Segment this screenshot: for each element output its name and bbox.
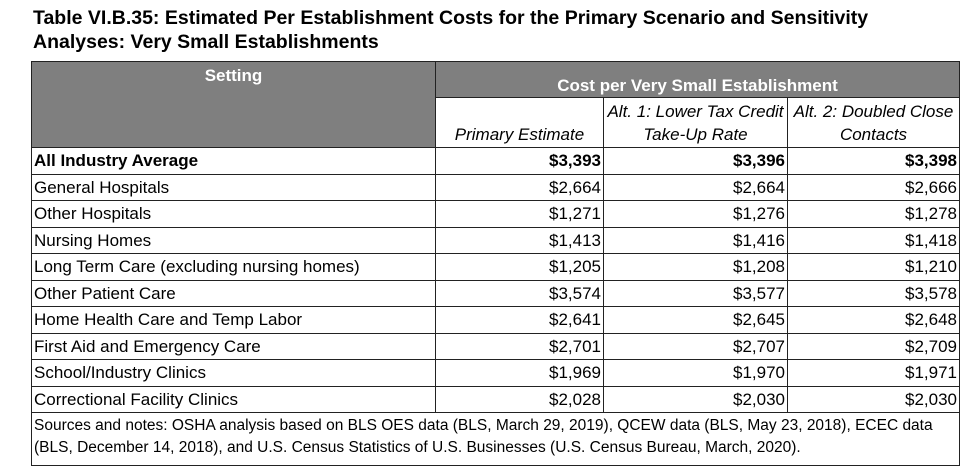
setting-cell: Other Patient Care [31, 279, 436, 307]
alt1-cell: $2,664 [603, 173, 788, 201]
table-row: First Aid and Emergency Care $2,701 $2,707… [31, 332, 960, 360]
alt1-header: Alt. 1: Lower Tax Credit Take-Up Rate [603, 97, 788, 148]
table-row: School/Industry Clinics $1,969 $1,970 $1,97… [31, 359, 960, 387]
alt1-cell: $1,416 [603, 226, 788, 254]
setting-cell: General Hospitals [31, 173, 436, 201]
setting-cell: Nursing Homes [31, 226, 436, 254]
alt1-cell: $3,577 [603, 279, 788, 307]
alt2-cell: $2,648 [787, 306, 960, 334]
alt2-cell: $1,210 [787, 253, 960, 281]
primary-estimate-cell: $1,413 [435, 226, 604, 254]
table-row: Long Term Care (excluding nursing homes)… [31, 253, 960, 281]
table-row: Nursing Homes $1,413 $1,416 $1,418 [31, 226, 960, 254]
setting-cell: Other Hospitals [31, 200, 436, 228]
cost-table: Setting Cost per Very Small Establishmen… [31, 61, 960, 466]
table-row: General Hospitals $2,664 $2,664 $2,666 [31, 173, 960, 201]
table-row: Other Hospitals $1,271 $1,276 $1,278 [31, 200, 960, 228]
primary-estimate-cell: $2,701 [435, 332, 604, 360]
setting-cell: All Industry Average [31, 147, 436, 175]
primary-estimate-cell: $3,574 [435, 279, 604, 307]
setting-cell: School/Industry Clinics [31, 359, 436, 387]
setting-cell: Long Term Care (excluding nursing homes) [31, 253, 436, 281]
cost-group-header: Cost per Very Small Establishment [435, 61, 960, 98]
primary-estimate-cell: $1,205 [435, 253, 604, 281]
alt2-cell: $2,030 [787, 385, 960, 413]
alt1-cell: $1,276 [603, 200, 788, 228]
table-row: Other Patient Care $3,574 $3,577 $3,578 [31, 279, 960, 307]
alt2-cell: $3,578 [787, 279, 960, 307]
alt2-cell: $2,709 [787, 332, 960, 360]
primary-estimate-cell: $1,271 [435, 200, 604, 228]
sources-note: Sources and notes: OSHA analysis based o… [31, 412, 960, 466]
setting-header: Setting [31, 61, 436, 148]
alt2-cell: $1,278 [787, 200, 960, 228]
primary-estimate-cell: $2,641 [435, 306, 604, 334]
alt2-cell: $3,398 [787, 147, 960, 175]
alt1-cell: $1,970 [603, 359, 788, 387]
alt2-cell: $1,971 [787, 359, 960, 387]
alt1-cell: $1,208 [603, 253, 788, 281]
alt1-cell: $2,030 [603, 385, 788, 413]
setting-cell: Home Health Care and Temp Labor [31, 306, 436, 334]
primary-estimate-cell: $2,028 [435, 385, 604, 413]
setting-cell: Correctional Facility Clinics [31, 385, 436, 413]
alt1-cell: $2,707 [603, 332, 788, 360]
table-title: Table VI.B.35: Estimated Per Establishme… [33, 7, 869, 53]
table-body: All Industry Average $3,393 $3,396 $3,398 Ge… [31, 147, 960, 413]
primary-estimate-cell: $3,393 [435, 147, 604, 175]
primary-estimate-cell: $2,664 [435, 173, 604, 201]
primary-estimate-cell: $1,969 [435, 359, 604, 387]
alt2-cell: $1,418 [787, 226, 960, 254]
alt1-cell: $2,645 [603, 306, 788, 334]
table-row: Correctional Facility Clinics $2,028 $2,03… [31, 385, 960, 413]
setting-cell: First Aid and Emergency Care [31, 332, 436, 360]
table-row: Home Health Care and Temp Labor $2,641 $2,… [31, 306, 960, 334]
alt1-cell: $3,396 [603, 147, 788, 175]
table-row: All Industry Average $3,393 $3,396 $3,398 [31, 147, 960, 175]
primary-estimate-header: Primary Estimate [435, 97, 604, 148]
alt2-header: Alt. 2: Doubled Close Contacts [787, 97, 960, 148]
alt2-cell: $2,666 [787, 173, 960, 201]
